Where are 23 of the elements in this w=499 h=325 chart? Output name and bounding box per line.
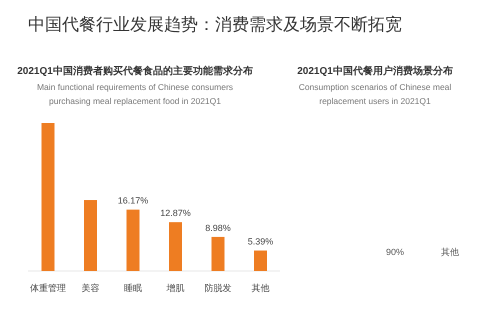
bar <box>254 250 267 271</box>
x-tick-label: 防脱发 <box>204 283 232 293</box>
bar <box>126 210 140 271</box>
x-tick-label: 体重管理 <box>30 283 66 293</box>
x-tick-label: 美容 <box>82 283 100 293</box>
bar <box>84 200 97 271</box>
data-label: 5.39% <box>248 236 274 247</box>
chart-subtitle: Main functional requirements of Chinese consumers purchasing meal replacement food in 2021Q1 <box>36 82 234 106</box>
x-tick-label: 睡眠 <box>124 283 142 293</box>
text: 中国代餐行业发展趋势：消费需求及场景不断拓宽 <box>28 15 402 34</box>
text: 其他 <box>441 247 459 257</box>
text: 90% <box>386 247 404 257</box>
text: Consumption scenarios of Chinese meal replacement users in 2021Q1 <box>298 82 452 106</box>
text: 2021Q1中国代餐用户消费场景分布 <box>297 65 453 77</box>
chart-title: 2021Q1中国消费者购买代餐食品的主要功能需求分布 <box>17 65 253 77</box>
bar <box>42 123 54 271</box>
data-label: 8.98% <box>205 222 231 233</box>
x-tick-label: 其他 <box>252 283 270 293</box>
x-tick-label: 增肌 <box>166 283 184 293</box>
data-label: 16.17% <box>118 196 148 206</box>
bar <box>169 222 182 271</box>
data-label: 12.87% <box>160 208 191 218</box>
bar <box>212 236 224 271</box>
